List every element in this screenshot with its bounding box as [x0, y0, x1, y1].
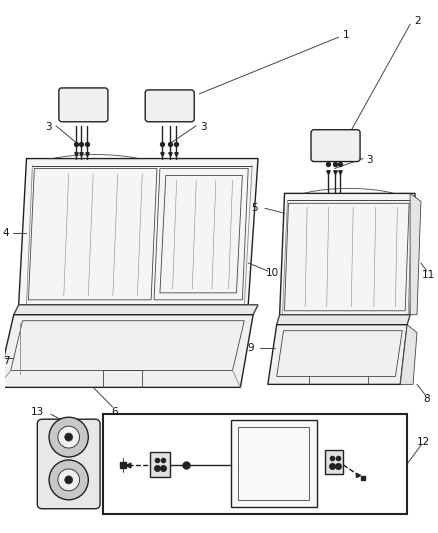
Circle shape [58, 469, 79, 491]
Text: 3: 3 [45, 122, 51, 132]
Polygon shape [277, 315, 410, 325]
Text: 7: 7 [3, 356, 10, 366]
Polygon shape [410, 193, 421, 315]
Text: 8: 8 [424, 394, 430, 405]
Text: 10: 10 [266, 268, 279, 278]
Text: 11: 11 [422, 270, 435, 280]
FancyBboxPatch shape [145, 90, 194, 122]
Polygon shape [150, 452, 170, 477]
Polygon shape [325, 450, 343, 474]
FancyBboxPatch shape [37, 419, 100, 508]
Polygon shape [0, 315, 253, 387]
FancyBboxPatch shape [59, 88, 108, 122]
Text: 3: 3 [367, 155, 373, 165]
Text: 1: 1 [343, 30, 350, 40]
FancyBboxPatch shape [311, 130, 360, 161]
Text: 12: 12 [417, 437, 431, 447]
Polygon shape [279, 193, 415, 315]
Text: 4: 4 [2, 228, 9, 238]
Text: 3: 3 [200, 122, 206, 132]
Circle shape [49, 417, 88, 457]
Polygon shape [230, 420, 317, 507]
Circle shape [65, 476, 73, 484]
Circle shape [65, 433, 73, 441]
Bar [103, 414, 407, 514]
Text: 2: 2 [414, 17, 420, 26]
Polygon shape [400, 325, 417, 384]
Polygon shape [268, 325, 407, 384]
Circle shape [49, 460, 88, 500]
Polygon shape [19, 158, 258, 305]
Circle shape [58, 426, 79, 448]
Text: 6: 6 [112, 407, 118, 417]
Text: 5: 5 [251, 203, 258, 213]
Text: 9: 9 [247, 343, 254, 352]
Text: 13: 13 [31, 407, 44, 417]
Polygon shape [14, 305, 258, 315]
